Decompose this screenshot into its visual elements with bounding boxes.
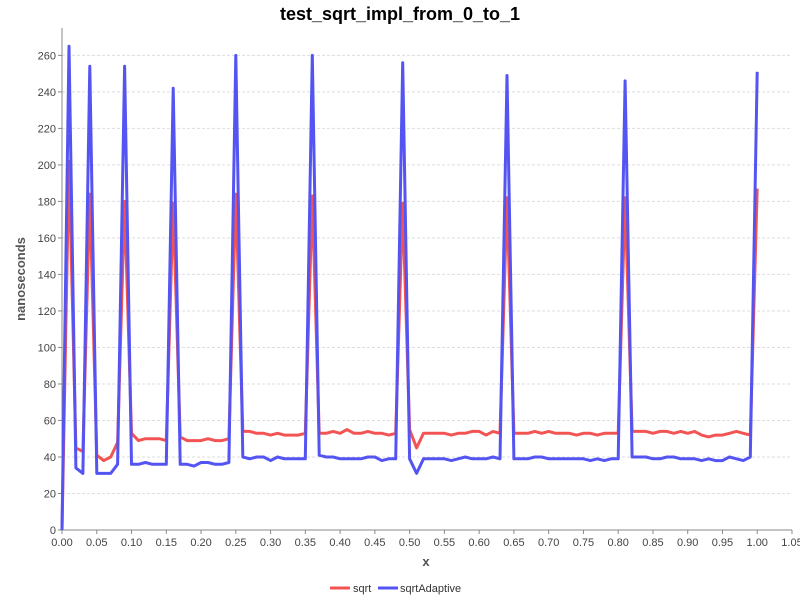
y-tick-label: 140 xyxy=(38,269,56,281)
grid-lines xyxy=(62,54,792,494)
x-tick-label: 0.85 xyxy=(642,537,663,549)
y-tick-label: 180 xyxy=(38,196,56,208)
x-tick-label: 0.60 xyxy=(468,537,489,549)
series-line-sqrtAdaptive xyxy=(60,44,759,531)
x-tick-label: 0.90 xyxy=(677,537,698,549)
chart-title: test_sqrt_impl_from_0_to_1 xyxy=(279,4,521,24)
series-line-sqrt xyxy=(60,159,759,531)
axes: 0 20 40 60 80 100 120 140 160 180 200 220 240 260 0.00… xyxy=(38,28,800,549)
x-axis-label: x xyxy=(422,554,430,569)
x-tick-label: 0.20 xyxy=(190,537,211,549)
x-tick-label: 0.45 xyxy=(364,537,385,549)
legend-label-sqrtAdaptive: sqrtAdaptive xyxy=(400,583,461,595)
y-tick-label: 160 xyxy=(38,233,56,245)
x-tick-label: 0.35 xyxy=(295,537,316,549)
series-layer xyxy=(60,44,759,531)
x-tick-label: 1.05 xyxy=(781,537,800,549)
x-tick-label: 0.95 xyxy=(712,537,733,549)
x-tick-label: 0.70 xyxy=(538,537,559,549)
x-tick-label: 0.80 xyxy=(607,537,628,549)
y-tick-label: 0 xyxy=(50,525,56,537)
x-tick-label: 0.00 xyxy=(51,537,72,549)
x-tick-label: 0.50 xyxy=(399,537,420,549)
legend: sqrt sqrtAdaptive xyxy=(330,583,461,595)
y-tick-label: 60 xyxy=(44,415,56,427)
y-tick-label: 20 xyxy=(44,488,56,500)
legend-label-sqrt: sqrt xyxy=(353,583,371,595)
x-tick-label: 0.25 xyxy=(225,537,246,549)
y-tick-label: 80 xyxy=(44,379,56,391)
x-tick-label: 0.05 xyxy=(86,537,107,549)
x-tick-label: 0.10 xyxy=(121,537,142,549)
y-tick-label: 220 xyxy=(38,123,56,135)
y-tick-label: 100 xyxy=(38,342,56,354)
y-tick-label: 40 xyxy=(44,452,56,464)
x-tick-label: 0.75 xyxy=(573,537,594,549)
x-tick-label: 1.00 xyxy=(747,537,768,549)
x-tick-label: 0.65 xyxy=(503,537,524,549)
x-tick-label: 0.40 xyxy=(329,537,350,549)
y-tick-label: 260 xyxy=(38,50,56,62)
y-axis-label: nanoseconds xyxy=(13,237,28,321)
x-tick-label: 0.30 xyxy=(260,537,281,549)
x-tick-label: 0.55 xyxy=(434,537,455,549)
y-tick-label: 200 xyxy=(38,160,56,172)
x-tick-label: 0.15 xyxy=(156,537,177,549)
y-tick-label: 120 xyxy=(38,306,56,318)
y-tick-label: 240 xyxy=(38,87,56,99)
